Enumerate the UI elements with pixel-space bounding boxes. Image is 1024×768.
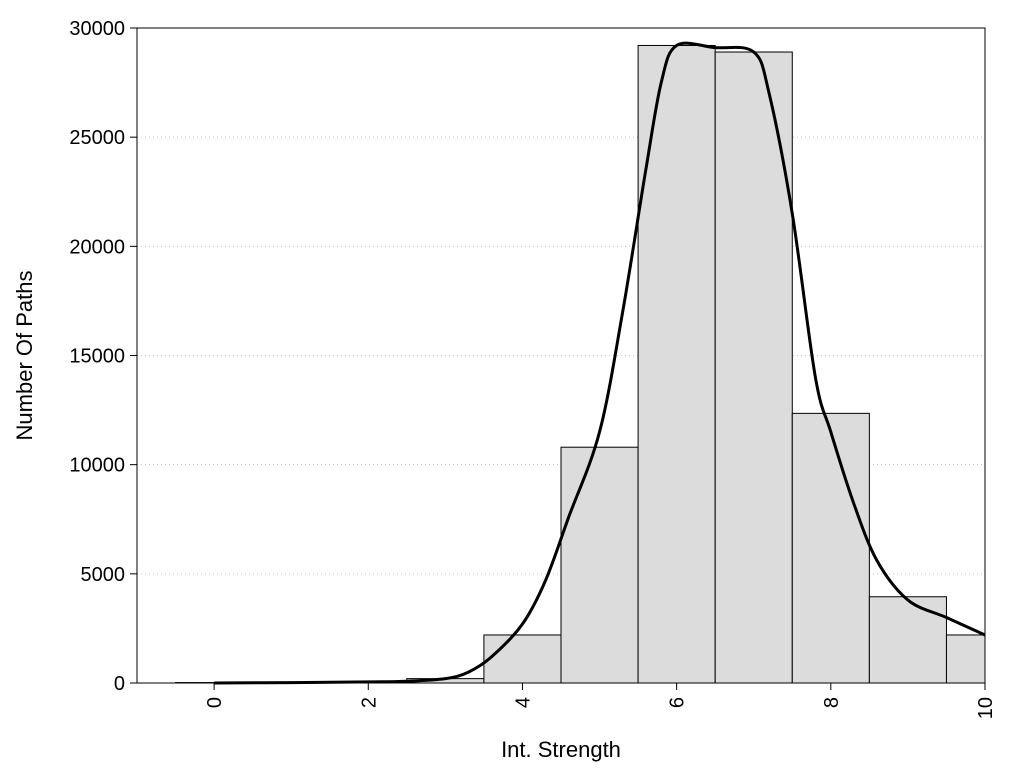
y-tick-label: 15000 [69, 346, 125, 368]
y-tick-label: 20000 [69, 236, 125, 258]
histogram-bar [868, 596, 947, 684]
x-axis-title: Int. Strength [501, 737, 621, 762]
histogram-bar [714, 51, 793, 684]
y-tick-label: 25000 [69, 127, 125, 149]
x-tick-label: 10 [975, 697, 997, 719]
density-curve [214, 41, 986, 685]
axis-ticks: 0 5000 10000 15000 20000 25000 30000 0 2 4 6 8 10 [69, 18, 997, 719]
y-tick-label: 30000 [69, 18, 125, 40]
histogram-bar [560, 446, 639, 684]
bars [175, 44, 986, 684]
y-tick-label: 5000 [81, 564, 126, 586]
x-tick-label: 4 [512, 697, 534, 708]
histogram-bar [945, 634, 986, 684]
x-tick-label: 8 [821, 697, 843, 708]
y-tick-label: 10000 [69, 455, 125, 477]
histogram-bar [483, 634, 562, 684]
histogram-bar [791, 412, 870, 684]
x-tick-label: 2 [358, 697, 380, 708]
x-tick-label: 0 [204, 697, 226, 708]
x-tick-label: 6 [667, 697, 689, 708]
y-tick-label: 0 [114, 673, 125, 695]
density-curve-line [214, 41, 986, 685]
y-axis-title: Number Of Paths [12, 271, 37, 441]
